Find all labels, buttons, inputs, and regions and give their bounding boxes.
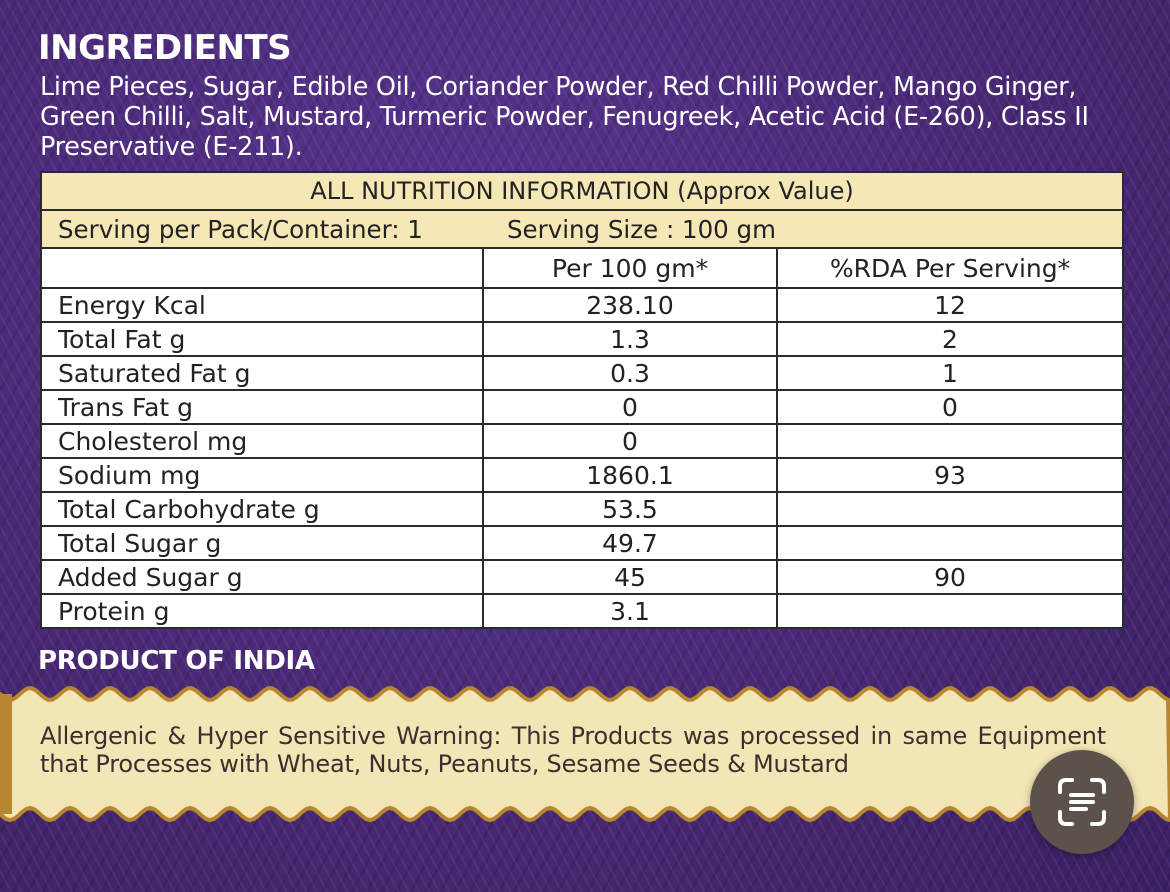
rda-value: 0 — [775, 389, 1125, 425]
nutrition-row: Saturated Fat g 0.3 1 — [40, 355, 1125, 391]
nutrition-table: ALL NUTRITION INFORMATION (Approx Value)… — [39, 171, 1125, 629]
rda-value: 2 — [775, 321, 1125, 357]
column-header-per-100: Per 100 gm* — [482, 247, 778, 289]
nutrient-name: Cholesterol mg — [40, 423, 484, 459]
per-100-value: 45 — [482, 559, 778, 595]
product-origin: PRODUCT OF INDIA — [38, 646, 315, 676]
nutrient-name: Protein g — [40, 593, 484, 629]
ingredients-list: Lime Pieces, Sugar, Edible Oil, Coriande… — [40, 72, 1089, 162]
nutrition-row: Protein g 3.1 — [40, 593, 1125, 629]
per-100-value: 238.10 — [482, 287, 778, 323]
serving-size: Serving Size : 100 gm — [483, 209, 1125, 249]
warning-banner-left-accent — [0, 694, 12, 814]
serving-per-pack: Serving per Pack/Container: 1 — [40, 209, 483, 249]
column-header-rda: %RDA Per Serving* — [775, 247, 1125, 289]
allergen-warning: Allergenic & Hyper Sensitive Warning: Th… — [40, 722, 1106, 778]
per-100-value: 1860.1 — [482, 457, 778, 493]
warning-banner — [0, 686, 1170, 823]
serving-row: Serving per Pack/Container: 1 Serving Si… — [40, 209, 1125, 249]
rda-value: 1 — [775, 355, 1125, 391]
rda-value: 12 — [775, 287, 1125, 323]
nutrition-row: Cholesterol mg 0 — [40, 423, 1125, 459]
nutrient-name: Trans Fat g — [40, 389, 484, 425]
nutrition-title: ALL NUTRITION INFORMATION (Approx Value) — [39, 171, 1125, 211]
per-100-value: 1.3 — [482, 321, 778, 357]
per-100-value: 3.1 — [482, 593, 778, 629]
nutrient-name: Added Sugar g — [40, 559, 484, 595]
ingredients-title: INGREDIENTS — [38, 28, 292, 68]
text-scan-button[interactable] — [1030, 750, 1134, 854]
nutrition-row: Total Carbohydrate g 53.5 — [40, 491, 1125, 527]
nutrient-name: Total Fat g — [40, 321, 484, 357]
rda-value: 93 — [775, 457, 1125, 493]
per-100-value: 49.7 — [482, 525, 778, 561]
rda-value — [775, 525, 1125, 561]
per-100-value: 0 — [482, 423, 778, 459]
column-header-nutrient — [40, 247, 484, 289]
nutrition-row: Energy Kcal 238.10 12 — [40, 287, 1125, 323]
per-100-value: 0.3 — [482, 355, 778, 391]
nutrient-name: Total Carbohydrate g — [40, 491, 484, 527]
nutrition-rows: Energy Kcal 238.10 12 Total Fat g 1.3 2 Satura… — [40, 287, 1125, 629]
nutrient-name: Sodium mg — [40, 457, 484, 493]
per-100-value: 0 — [482, 389, 778, 425]
text-scan-icon — [1058, 778, 1106, 826]
nutrition-row: Total Fat g 1.3 2 — [40, 321, 1125, 357]
rda-value — [775, 423, 1125, 459]
nutrient-name: Saturated Fat g — [40, 355, 484, 391]
nutrient-name: Total Sugar g — [40, 525, 484, 561]
rda-value — [775, 491, 1125, 527]
nutrition-row: Sodium mg 1860.1 93 — [40, 457, 1125, 493]
nutrient-name: Energy Kcal — [40, 287, 484, 323]
nutrition-row: Added Sugar g 45 90 — [40, 559, 1125, 595]
per-100-value: 53.5 — [482, 491, 778, 527]
rda-value — [775, 593, 1125, 629]
warning-banner-shape — [0, 686, 1170, 823]
nutrition-title-row: ALL NUTRITION INFORMATION (Approx Value) — [39, 171, 1125, 211]
nutrition-row: Total Sugar g 49.7 — [40, 525, 1125, 561]
rda-value: 90 — [775, 559, 1125, 595]
column-header-row: Per 100 gm* %RDA Per Serving* — [40, 247, 1125, 289]
